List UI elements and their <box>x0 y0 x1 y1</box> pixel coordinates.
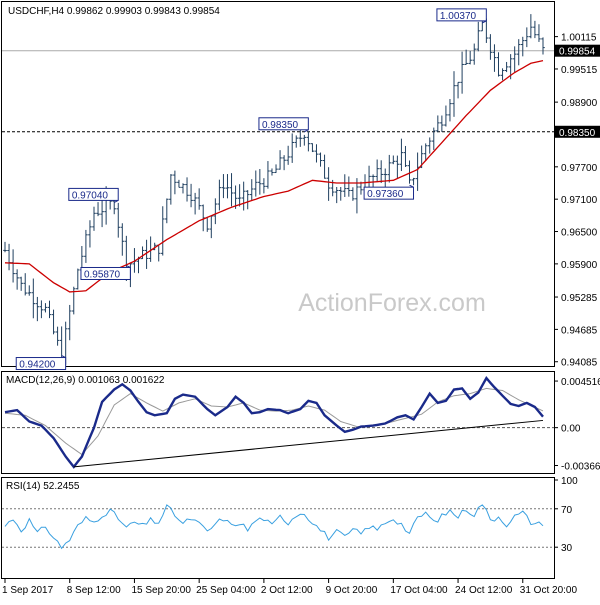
macd-ytick-label: -0.003668 <box>561 462 600 473</box>
annotation-label: 1.00370 <box>440 11 477 22</box>
rsi-line <box>4 504 544 550</box>
macd-line <box>4 376 544 469</box>
xtick-label: 2 Oct 12:00 <box>261 585 313 596</box>
annotation-box <box>80 266 131 280</box>
watermark: ActionForex.com <box>298 289 486 317</box>
annotation-label: 0.94200 <box>19 360 56 371</box>
macd-panel-title: MACD(12,26,9) 0.001063 0.001622 <box>6 375 165 386</box>
annotation-label: 0.97360 <box>367 189 404 200</box>
price-ytick-label: 0.95285 <box>561 293 598 304</box>
price-ytick-label: 0.99515 <box>561 65 598 76</box>
price-ytick-label: 0.94685 <box>561 325 598 336</box>
annotation-label: 0.95870 <box>84 269 121 280</box>
current-price-label: 0.99854 <box>559 47 596 58</box>
rsi-panel-title: RSI(14) 52.2455 <box>6 481 80 492</box>
xtick-label: 31 Oct 20:00 <box>520 585 578 596</box>
price-ytick-label: 0.97100 <box>561 195 598 206</box>
xtick-label: 24 Oct 12:00 <box>455 585 513 596</box>
price-ytick-label: 0.96500 <box>561 228 598 239</box>
moving-average-line <box>4 59 544 293</box>
level-tag-label: 0.98350 <box>559 128 596 139</box>
xtick-label: 17 Oct 04:00 <box>390 585 448 596</box>
xtick-label: 25 Sep 04:00 <box>196 585 256 596</box>
price-ytick-label: 0.98900 <box>561 98 598 109</box>
rsi-ytick-label: 100 <box>561 476 578 487</box>
current-price-tag <box>555 44 600 57</box>
annotation-box <box>68 187 119 201</box>
annotation-box <box>15 357 67 371</box>
xtick-label: 8 Sep 12:00 <box>67 585 121 596</box>
macd-signal-line <box>4 387 544 456</box>
macd-ytick-label: 0.004516 <box>561 377 600 388</box>
price-layer: 0.94200 0.97040 0.95870 0.98350 0.97360 1.003… <box>2 8 554 371</box>
annotation-box <box>258 117 309 131</box>
annotation-label: 0.98350 <box>262 120 299 131</box>
annotation-box <box>363 186 415 200</box>
rsi-layer <box>2 504 554 550</box>
price-ytick-label: 1.00115 <box>561 33 597 44</box>
macd-layer <box>2 376 554 469</box>
rsi-panel-frame <box>1 477 555 579</box>
rsi-ytick-label: 30 <box>561 543 573 554</box>
xtick-label: 9 Oct 20:00 <box>326 585 378 596</box>
axis-layer: 1.00115 0.99515 0.98900 0.97700 0.97100 0.965… <box>2 33 600 596</box>
price-ytick-label: 0.94085 <box>561 358 598 369</box>
macd-trendline <box>73 419 544 468</box>
annotation-box <box>436 8 487 22</box>
price-ytick-label: 0.95900 <box>561 260 598 271</box>
xtick-label: 15 Sep 20:00 <box>131 585 191 596</box>
xtick-label: 1 Sep 2017 <box>2 585 54 596</box>
level-tag <box>555 125 600 138</box>
price-ytick-label: 0.97700 <box>561 163 598 174</box>
macd-panel-frame <box>1 371 555 474</box>
annotation-label: 0.97040 <box>72 190 109 201</box>
macd-ytick-label: 0.00 <box>561 424 581 435</box>
price-panel-title: USDCHF,H4 0.99862 0.99903 0.99843 0.9985… <box>8 6 220 17</box>
rsi-ytick-label: 70 <box>561 505 573 516</box>
